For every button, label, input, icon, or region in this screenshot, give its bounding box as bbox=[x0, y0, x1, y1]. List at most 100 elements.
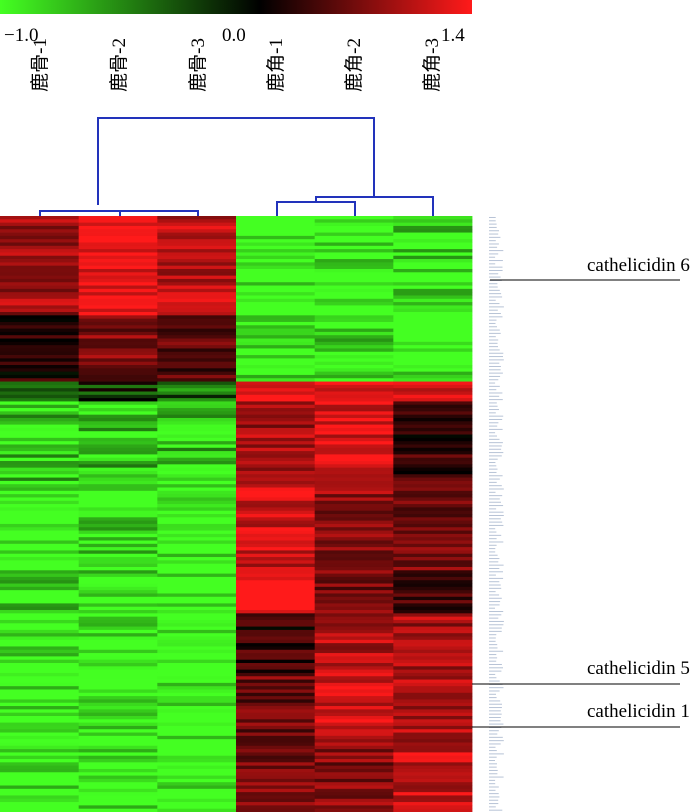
heatmap-cell bbox=[314, 464, 394, 469]
heatmap-cell bbox=[314, 722, 394, 727]
heatmap-cell bbox=[78, 646, 158, 651]
heatmap-cell bbox=[157, 391, 237, 396]
annotation-label: cathelicidin 6 bbox=[587, 255, 690, 276]
heatmap-cell bbox=[236, 374, 316, 379]
heatmap-cell bbox=[157, 222, 237, 227]
heatmap-cell bbox=[393, 421, 473, 425]
heatmap-cell bbox=[78, 739, 158, 743]
row-label-mark bbox=[489, 299, 496, 301]
heatmap-cell bbox=[78, 709, 158, 714]
row-label-mark bbox=[489, 322, 496, 324]
heatmap-cell bbox=[0, 735, 80, 740]
heatmap-cell bbox=[157, 444, 237, 449]
heatmap-cell bbox=[236, 441, 316, 445]
heatmap-cell bbox=[236, 444, 316, 449]
heatmap-cell bbox=[236, 802, 316, 806]
heatmap-cell bbox=[236, 788, 316, 793]
heatmap-cell bbox=[157, 749, 237, 753]
heatmap-cell bbox=[157, 414, 237, 419]
heatmap-cell bbox=[0, 775, 80, 780]
heatmap-cell bbox=[0, 649, 80, 654]
heatmap-cell bbox=[0, 533, 80, 538]
heatmap-cell bbox=[314, 388, 394, 392]
heatmap-cell bbox=[78, 348, 158, 353]
heatmap-cell bbox=[78, 782, 158, 786]
heatmap-cell bbox=[78, 268, 158, 273]
heatmap-cell bbox=[0, 537, 80, 541]
heatmap-cell bbox=[314, 514, 394, 518]
heatmap-cell bbox=[236, 298, 316, 303]
heatmap-cell bbox=[78, 712, 158, 717]
heatmap-cell bbox=[157, 295, 237, 300]
heatmap-cell bbox=[314, 494, 394, 498]
row-label-mark bbox=[489, 756, 497, 758]
heatmap-cell bbox=[157, 663, 237, 667]
row-label-mark bbox=[489, 624, 504, 626]
heatmap-cell bbox=[0, 504, 80, 508]
heatmap-cell bbox=[78, 547, 158, 551]
row-label-mark bbox=[489, 319, 497, 321]
heatmap-cell bbox=[393, 729, 473, 733]
heatmap-cell bbox=[157, 745, 237, 750]
row-label-mark bbox=[489, 521, 503, 523]
heatmap-cell bbox=[78, 659, 158, 664]
heatmap-cell bbox=[0, 461, 80, 465]
row-label-mark bbox=[489, 763, 497, 765]
row-label-mark bbox=[489, 511, 504, 513]
heatmap-cell bbox=[78, 480, 158, 485]
heatmap-cell bbox=[78, 570, 158, 574]
heatmap-cell bbox=[314, 484, 394, 488]
heatmap-cell bbox=[0, 792, 80, 796]
heatmap-cell bbox=[0, 467, 80, 472]
row-label-mark bbox=[489, 753, 504, 755]
heatmap-cell bbox=[314, 421, 394, 425]
heatmap-cell bbox=[314, 682, 394, 687]
row-label-mark bbox=[489, 654, 497, 656]
heatmap-cell bbox=[78, 265, 158, 270]
heatmap-cell bbox=[157, 365, 237, 369]
heatmap-cell bbox=[78, 507, 158, 512]
row-label-mark bbox=[489, 786, 499, 788]
heatmap-cell bbox=[393, 374, 473, 379]
heatmap-cell bbox=[393, 633, 473, 637]
heatmap-cell bbox=[157, 560, 237, 565]
heatmap-cell bbox=[393, 305, 473, 310]
heatmap-cell bbox=[314, 540, 394, 545]
heatmap-cell bbox=[78, 467, 158, 472]
heatmap-cell bbox=[236, 749, 316, 753]
heatmap-cell bbox=[236, 384, 316, 389]
color-scale-max-label: 1.4 bbox=[441, 25, 465, 46]
heatmap-cell bbox=[393, 259, 473, 263]
heatmap-grid bbox=[0, 216, 473, 812]
heatmap-cell bbox=[78, 408, 158, 412]
heatmap-cell bbox=[157, 606, 237, 611]
heatmap-cell bbox=[78, 308, 158, 313]
row-label-mark bbox=[489, 554, 498, 556]
heatmap-cell bbox=[393, 570, 473, 574]
heatmap-cell bbox=[157, 593, 237, 598]
heatmap-cell bbox=[78, 285, 158, 290]
row-label-mark bbox=[489, 667, 503, 669]
heatmap-cell bbox=[0, 308, 80, 313]
heatmap-cell bbox=[393, 315, 473, 320]
heatmap-cell bbox=[0, 378, 80, 382]
heatmap-cell bbox=[236, 368, 316, 373]
heatmap-cell bbox=[314, 639, 394, 644]
heatmap-cell bbox=[0, 441, 80, 445]
row-label-mark bbox=[489, 700, 501, 702]
heatmap-cell bbox=[314, 312, 394, 316]
heatmap-cell bbox=[236, 725, 316, 730]
heatmap-cell bbox=[314, 451, 394, 455]
heatmap-cell bbox=[236, 566, 316, 571]
heatmap-cell bbox=[157, 262, 237, 267]
row-label-mark bbox=[489, 597, 502, 599]
heatmap-cell bbox=[236, 633, 316, 637]
heatmap-cell bbox=[314, 606, 394, 611]
heatmap-cell bbox=[236, 371, 316, 376]
heatmap-cell bbox=[236, 378, 316, 382]
row-label-mark bbox=[489, 240, 496, 242]
heatmap-cell bbox=[0, 570, 80, 574]
heatmap-cell bbox=[314, 305, 394, 310]
row-label-mark bbox=[489, 789, 496, 791]
heatmap-cell bbox=[393, 365, 473, 369]
